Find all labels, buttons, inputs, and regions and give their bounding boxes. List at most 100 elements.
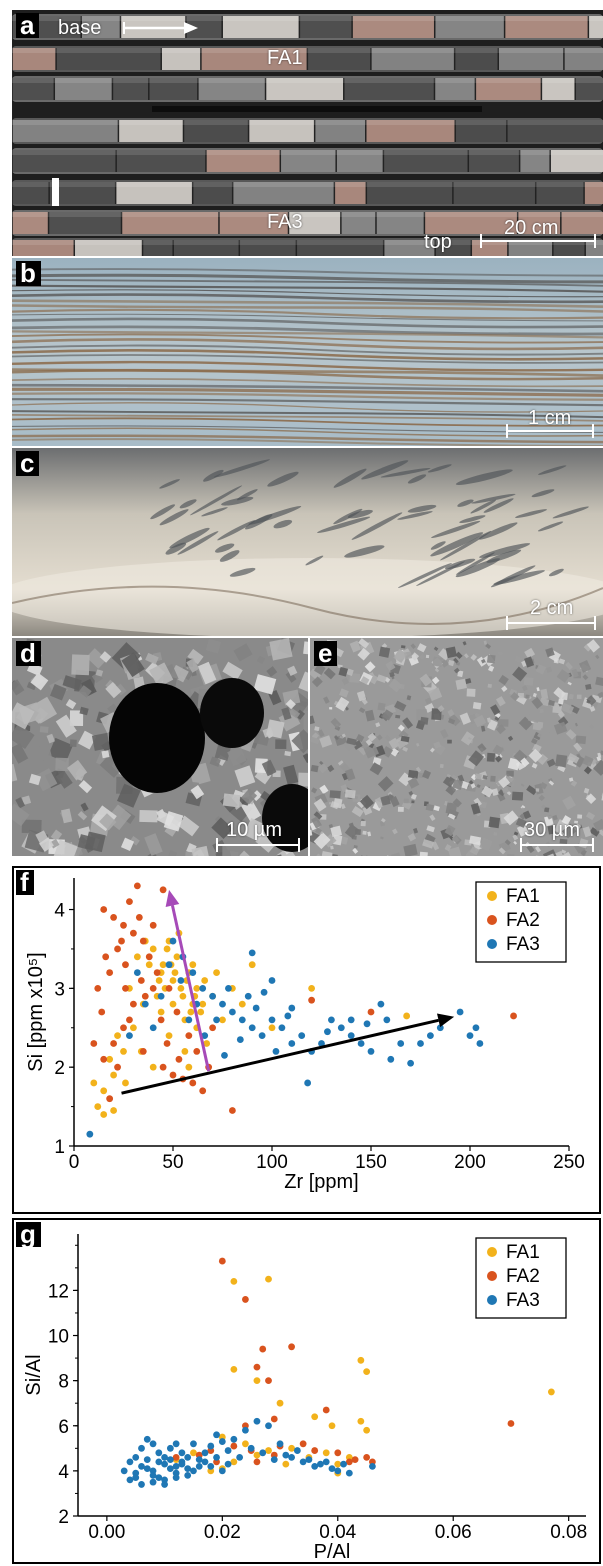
panel-d-sem-image: d 10 µm <box>12 638 308 856</box>
data-point-fa2 <box>363 1453 371 1461</box>
data-point-fa3 <box>155 1458 163 1466</box>
data-point-fa3 <box>221 1051 228 1059</box>
purple-arrow-head-icon <box>165 889 180 907</box>
fa3-label: FA3 <box>267 211 303 233</box>
panel-label-g: g <box>16 1221 41 1247</box>
data-point-fa1 <box>230 1458 238 1466</box>
data-point-fa3 <box>161 1453 168 1461</box>
data-point-fa3 <box>184 1471 192 1479</box>
legend-label-fa1: FA1 <box>506 1242 540 1263</box>
scale-bar-b <box>506 424 594 438</box>
data-point-fa2 <box>199 1087 207 1095</box>
data-point-fa1 <box>100 1111 108 1118</box>
black-arrow-head-icon <box>436 1013 455 1028</box>
data-point-fa1 <box>311 1413 319 1421</box>
data-point-fa3 <box>322 1458 330 1466</box>
data-point-fa2 <box>98 1008 106 1016</box>
data-point-fa2 <box>106 969 114 976</box>
data-point-fa3 <box>242 1426 249 1434</box>
x-tick-label: 0.06 <box>435 1522 472 1543</box>
data-point-fa3 <box>311 1462 319 1470</box>
data-point-fa3 <box>155 1449 163 1457</box>
x-tick-label: 200 <box>454 1152 486 1173</box>
data-point-fa3 <box>178 1449 186 1457</box>
data-point-fa3 <box>476 1040 484 1047</box>
data-point-fa2 <box>367 1008 375 1016</box>
scale-label-c: 2 cm <box>530 597 574 619</box>
data-point-fa1 <box>203 1040 211 1047</box>
data-point-fa3 <box>195 1462 203 1470</box>
scale-label-b: 1 cm <box>528 407 572 429</box>
data-point-fa1 <box>238 1000 246 1008</box>
data-point-fa3 <box>317 1460 324 1468</box>
sem-matrix-image <box>310 638 603 856</box>
data-point-fa1 <box>189 961 197 969</box>
x-tick-label: 0.00 <box>88 1522 125 1543</box>
panel-c-bioturbated-photo: c 2 cm <box>12 448 603 636</box>
data-point-fa2 <box>308 996 315 1004</box>
data-point-fa2 <box>265 1377 272 1385</box>
data-point-fa3 <box>252 1004 260 1012</box>
data-point-fa3 <box>367 1048 375 1055</box>
data-point-fa1 <box>547 1388 555 1396</box>
data-point-fa2 <box>110 914 117 921</box>
data-point-fa3 <box>265 1422 272 1430</box>
data-point-fa2 <box>120 921 127 929</box>
y-tick-label: 10 <box>48 1327 69 1348</box>
data-point-fa3 <box>189 969 197 976</box>
data-point-fa3 <box>270 1456 278 1463</box>
data-point-fa3 <box>347 1032 355 1040</box>
laminated-core-image <box>12 258 603 446</box>
data-point-fa2 <box>159 886 167 894</box>
data-point-fa1 <box>122 1079 129 1087</box>
data-point-fa1 <box>230 1365 238 1373</box>
data-point-fa1 <box>149 945 157 953</box>
data-point-fa1 <box>177 984 185 992</box>
data-point-fa2 <box>185 1032 193 1040</box>
data-point-fa3 <box>172 1440 180 1448</box>
data-point-fa2 <box>141 992 149 1000</box>
legend-label-fa2: FA2 <box>506 1266 540 1287</box>
data-point-fa1 <box>179 992 187 1000</box>
data-point-fa2 <box>139 1048 147 1055</box>
data-point-fa2 <box>334 1449 342 1457</box>
data-point-fa2 <box>253 1363 261 1371</box>
data-point-fa3 <box>126 1458 134 1466</box>
data-point-fa2 <box>299 1440 307 1448</box>
data-point-fa3 <box>278 1024 286 1032</box>
data-point-fa1 <box>253 1377 261 1385</box>
data-point-fa2 <box>351 1456 359 1463</box>
data-point-fa3 <box>213 1431 220 1439</box>
top-label: top <box>424 231 452 253</box>
data-point-fa3 <box>328 1016 335 1024</box>
data-point-fa2 <box>169 1071 177 1079</box>
data-point-fa3 <box>207 1442 215 1450</box>
data-point-fa3 <box>138 1444 145 1452</box>
data-point-fa3 <box>166 1465 174 1473</box>
data-point-fa2 <box>230 1442 238 1450</box>
legend-marker-fa3 <box>487 939 497 949</box>
data-point-fa2 <box>242 1296 249 1303</box>
panel-label-c: c <box>16 450 40 476</box>
data-point-fa3 <box>328 1465 336 1473</box>
data-point-fa3 <box>126 1476 134 1484</box>
data-point-fa3 <box>184 1465 192 1473</box>
y-tick-label: 2 <box>54 1058 65 1079</box>
legend-marker-fa1 <box>487 891 497 901</box>
data-point-fa2 <box>345 1458 353 1466</box>
data-point-fa1 <box>94 1103 102 1110</box>
y-axis-label: Si [ppm x10⁵] <box>25 952 47 1071</box>
data-point-fa2 <box>311 1447 319 1454</box>
data-point-fa3 <box>138 1462 145 1470</box>
data-point-fa3 <box>276 1440 284 1448</box>
data-point-fa3 <box>172 1462 180 1470</box>
data-point-fa1 <box>190 1449 197 1457</box>
data-point-fa3 <box>184 1453 192 1461</box>
y-tick-label: 4 <box>58 1462 69 1483</box>
data-point-fa1 <box>268 1024 276 1032</box>
data-point-fa1 <box>363 1426 371 1434</box>
data-point-fa1 <box>213 969 220 976</box>
data-point-fa1 <box>90 1079 98 1087</box>
data-point-fa3 <box>293 1447 301 1454</box>
data-point-fa1 <box>357 1356 365 1364</box>
